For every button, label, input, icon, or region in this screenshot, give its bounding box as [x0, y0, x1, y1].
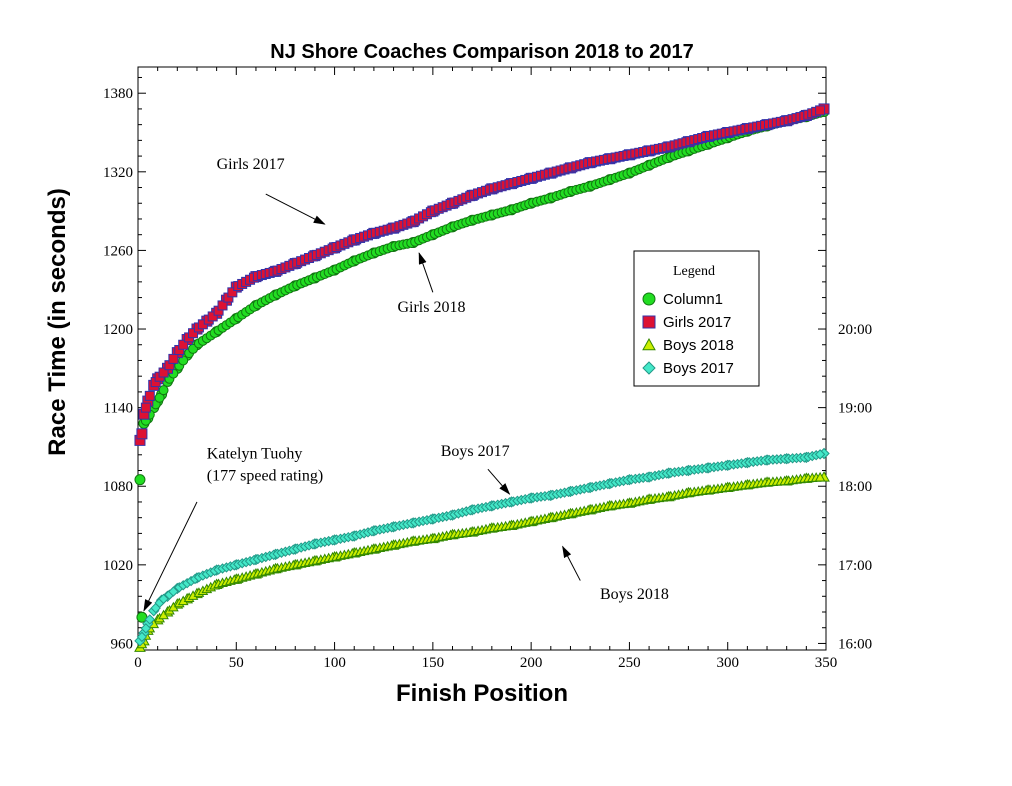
- legend-label: Girls 2017: [663, 314, 731, 331]
- y-tick-label: 960: [111, 636, 134, 652]
- y-tick-label: 1380: [103, 86, 133, 102]
- annotation-girls-2017: Girls 2017: [217, 156, 326, 225]
- legend-entry: Boys 2018: [642, 337, 734, 354]
- data-point-interp: [158, 609, 169, 620]
- annotation-label: Katelyn Tuohy: [207, 446, 303, 463]
- data-point-interp: [178, 355, 189, 366]
- annotation-label: Boys 2018: [600, 586, 669, 603]
- data-point-interp: [168, 353, 179, 364]
- data-point-interp: [144, 614, 156, 625]
- data-point-interp: [158, 367, 169, 378]
- x-tick-label: 50: [229, 655, 244, 671]
- annotation-girls-2018: Girls 2018: [397, 252, 465, 316]
- chart-title: NJ Shore Coaches Comparison 2018 to 2017: [270, 41, 694, 63]
- data-point: [134, 474, 146, 486]
- x-tick-label: 0: [134, 655, 142, 671]
- annotation-arrow: [265, 193, 326, 225]
- y-tick-label: 1020: [103, 558, 133, 574]
- data-point-interp: [158, 593, 169, 605]
- plot-frame: [137, 66, 827, 651]
- x-tick-label: 350: [815, 655, 838, 671]
- data-marks: [134, 103, 830, 652]
- legend-label: Column1: [663, 291, 723, 308]
- series-column1: [134, 106, 830, 623]
- series-girls-2017: [134, 103, 830, 446]
- annotation-label: Girls 2017: [217, 156, 285, 173]
- annotation-arrow: [562, 545, 581, 581]
- annotation-label: (177 speed rating): [207, 468, 323, 485]
- x-tick-label: 200: [520, 655, 543, 671]
- annotation-label: Boys 2017: [441, 443, 510, 460]
- y-axis-label: Race Time (in seconds): [44, 188, 71, 456]
- data-point-interp: [815, 105, 826, 116]
- right-axis-tick-label: 18:00: [838, 479, 872, 495]
- legend-entry: Girls 2017: [642, 314, 731, 331]
- y-tick-label: 1260: [103, 243, 133, 259]
- y-tick-label: 1140: [104, 401, 133, 417]
- data-point-interp: [188, 328, 199, 339]
- axes: 0 50 100 150 200 250 300 350 960 1020 1080 1140 1200…: [103, 67, 872, 671]
- annotation-arrow: [143, 501, 198, 612]
- x-tick-label: 300: [716, 655, 739, 671]
- legend-label: Boys 2017: [663, 360, 734, 377]
- series-boys-2017: [134, 447, 830, 647]
- annotation-katelyn: Katelyn Tuohy (177 speed rating): [143, 446, 323, 612]
- right-axis-tick-label: 19:00: [838, 401, 872, 417]
- x-tick-label: 150: [422, 655, 445, 671]
- data-point-interp: [814, 449, 826, 460]
- legend-label: Boys 2018: [663, 337, 734, 354]
- x-tick-label: 100: [323, 655, 346, 671]
- y-tick-label: 1080: [103, 479, 133, 495]
- y-tick-label: 1320: [103, 165, 133, 181]
- y-tick-label: 1200: [103, 322, 133, 338]
- x-tick-label: 250: [618, 655, 641, 671]
- data-point-interp: [217, 300, 228, 311]
- data-point-interp: [140, 623, 152, 634]
- data-point-interp: [140, 402, 151, 413]
- legend-marker: [642, 361, 656, 375]
- annotation-arrow: [487, 468, 511, 495]
- annotation-boys-2018: Boys 2018: [562, 545, 669, 603]
- x-axis-label: Finish Position: [396, 680, 568, 707]
- data-point-interp: [178, 339, 189, 350]
- data-point-interp: [144, 390, 155, 401]
- legend-title: Legend: [673, 264, 715, 279]
- data-point-interp: [227, 287, 238, 298]
- annotation-arrow: [418, 252, 434, 293]
- right-axis-tick-label: 17:00: [838, 558, 872, 574]
- annotation-boys-2017: Boys 2017: [441, 443, 511, 495]
- data-point: [136, 428, 148, 440]
- legend-marker: [642, 337, 656, 351]
- legend-marker: [642, 315, 656, 329]
- data-point-interp: [136, 631, 148, 643]
- data-point-interp: [154, 392, 165, 403]
- legend-entry: Column1: [642, 291, 723, 308]
- data-point-interp: [207, 311, 218, 322]
- annotation-label: Girls 2018: [397, 299, 465, 316]
- legend-marker: [642, 292, 656, 306]
- data-point-interp: [814, 471, 826, 482]
- legend: Legend Column1 Girls 2017 Boys 2018 Boys 20…: [633, 250, 760, 387]
- legend-entry: Boys 2017: [642, 360, 734, 377]
- right-axis-tick-label: 16:00: [838, 636, 872, 652]
- series-boys-2018: [134, 471, 830, 652]
- annotations: Girls 2017 Girls 2018 Boys 2017 Boys 2018 Ka…: [143, 156, 669, 612]
- data-point-interp: [168, 586, 179, 597]
- right-axis-tick-label: 20:00: [838, 322, 872, 338]
